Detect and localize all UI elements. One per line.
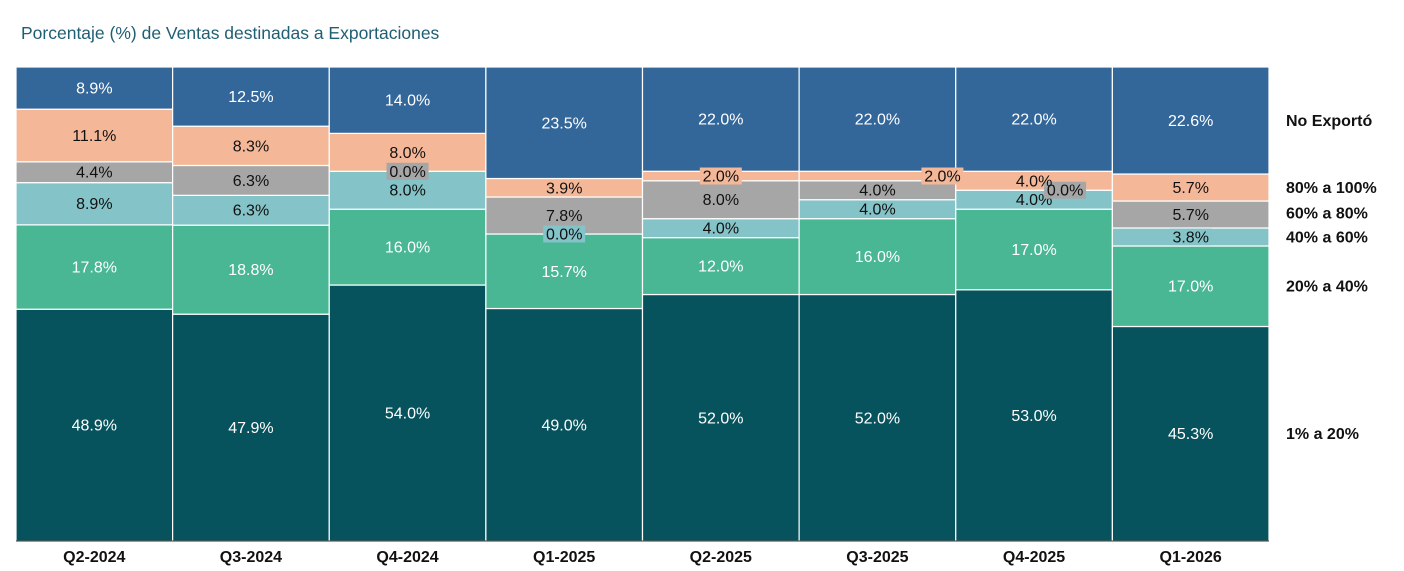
data-label: 6.3%: [233, 173, 269, 190]
data-label: 5.7%: [1172, 207, 1208, 224]
legend-item: 80% a 100%: [1286, 180, 1377, 197]
x-tick-label: Q1-2026: [1160, 549, 1222, 566]
bar-segment: [328, 66, 487, 134]
legend: 1% a 20% 20% a 40% 40% a 60% 60% a 80% 80% a…: [1286, 113, 1377, 443]
data-label: 6.3%: [233, 203, 269, 220]
data-label-box: [543, 225, 586, 243]
data-label: 22.6%: [1168, 113, 1213, 130]
data-label: 8.0%: [389, 183, 425, 200]
data-label-box: [1169, 228, 1212, 246]
bar-segment: [1111, 200, 1270, 229]
data-label: 12.5%: [228, 89, 273, 106]
data-label: 14.0%: [385, 93, 430, 110]
data-label: 8.3%: [233, 138, 269, 155]
bar-segment: [172, 66, 330, 127]
data-label: 5.7%: [1172, 180, 1208, 197]
data-label: 12.0%: [698, 259, 743, 276]
bar-segment: [955, 208, 1113, 291]
data-labels-layer: 48.9% 17.8% 8.9% 4.4% 11.1% 8.9% 47.9% 18.8% 6.3…: [72, 81, 1214, 444]
x-tick-label: Q4-2024: [376, 549, 438, 566]
data-label: 48.9%: [72, 418, 117, 435]
data-label: 4.0%: [703, 221, 739, 238]
x-tick-labels: Q2-2024 Q3-2024 Q4-2024 Q1-2025 Q2-2025 Q3-20…: [16, 540, 1269, 566]
bar-segment: [15, 224, 174, 310]
bar-segment: [798, 66, 957, 172]
data-label: 4.0%: [1016, 192, 1052, 209]
data-label: 17.0%: [1168, 279, 1213, 296]
data-label: 23.5%: [542, 115, 587, 132]
data-label: 22.0%: [1011, 112, 1056, 129]
bar-segment: [641, 293, 800, 542]
x-tick-label: Q3-2024: [220, 549, 282, 566]
data-label-box: [921, 167, 964, 185]
bar-segment: [641, 66, 800, 172]
data-label: 22.0%: [855, 112, 900, 129]
data-label: 8.0%: [703, 192, 739, 209]
bar-segment: [485, 233, 644, 310]
data-label: 0.0%: [1047, 183, 1083, 200]
data-label: 8.9%: [76, 196, 112, 213]
bar-segment: [172, 224, 330, 315]
data-label: 0.0%: [546, 227, 582, 244]
legend-item: 20% a 40%: [1286, 279, 1368, 296]
bar-segment: [641, 237, 800, 296]
bar-segment: [1111, 245, 1270, 328]
bar-segment: [15, 108, 174, 163]
data-label: 2.0%: [703, 169, 739, 186]
bar-segment: [798, 218, 957, 296]
bar-segment: [15, 66, 174, 110]
legend-item: 40% a 60%: [1286, 229, 1368, 246]
bar-segment: [1111, 173, 1270, 202]
data-label: 15.7%: [542, 264, 587, 281]
bar-segment: [798, 293, 957, 542]
bar-segment: [955, 66, 1113, 172]
data-label: 52.0%: [855, 410, 900, 427]
legend-item: 1% a 20%: [1286, 426, 1359, 443]
bars-layer: [15, 66, 1270, 542]
bar-segment: [485, 66, 644, 180]
data-label: 4.0%: [859, 202, 895, 219]
bar-segment: [485, 307, 644, 542]
x-tick-label: Q1-2025: [533, 549, 595, 566]
x-tick-label: Q2-2024: [63, 549, 125, 566]
data-label: 2.0%: [924, 169, 960, 186]
data-label: 8.0%: [389, 145, 425, 162]
data-label: 3.9%: [546, 180, 582, 197]
x-tick-label: Q3-2025: [846, 549, 908, 566]
bar-segment: [328, 284, 487, 542]
data-label: 54.0%: [385, 406, 430, 423]
data-label: 18.8%: [228, 262, 273, 279]
data-label: 4.0%: [859, 183, 895, 200]
legend-item: No Exportó: [1286, 113, 1372, 130]
data-label: 0.0%: [389, 164, 425, 181]
data-label: 8.9%: [76, 81, 112, 98]
data-label: 7.8%: [546, 208, 582, 225]
data-label: 17.0%: [1011, 242, 1056, 259]
x-tick-label: Q4-2025: [1003, 549, 1065, 566]
legend-item: 60% a 80%: [1286, 205, 1368, 222]
data-label: 53.0%: [1011, 408, 1056, 425]
data-label: 16.0%: [855, 249, 900, 266]
data-label: 45.3%: [1168, 426, 1213, 443]
data-label: 49.0%: [542, 417, 587, 434]
data-label: 47.9%: [228, 420, 273, 437]
data-label: 4.0%: [1016, 173, 1052, 190]
bar-segment: [172, 125, 330, 167]
data-label: 52.0%: [698, 410, 743, 427]
data-label-box: [1044, 181, 1087, 199]
x-tick-label: Q2-2025: [690, 549, 752, 566]
data-label: 16.0%: [385, 240, 430, 257]
data-label: 4.4%: [76, 165, 112, 182]
data-label: 22.0%: [698, 112, 743, 129]
bar-segment: [1111, 325, 1270, 542]
data-label-box: [386, 162, 429, 180]
data-label: 3.8%: [1172, 229, 1208, 246]
data-label-box: [699, 167, 742, 185]
bar-segment: [1111, 66, 1270, 175]
data-label: 11.1%: [72, 128, 116, 145]
chart-title: Porcentaje (%) de Ventas destinadas a Ex…: [21, 23, 440, 43]
data-label: 17.8%: [72, 260, 117, 277]
bar-segment: [172, 164, 330, 196]
